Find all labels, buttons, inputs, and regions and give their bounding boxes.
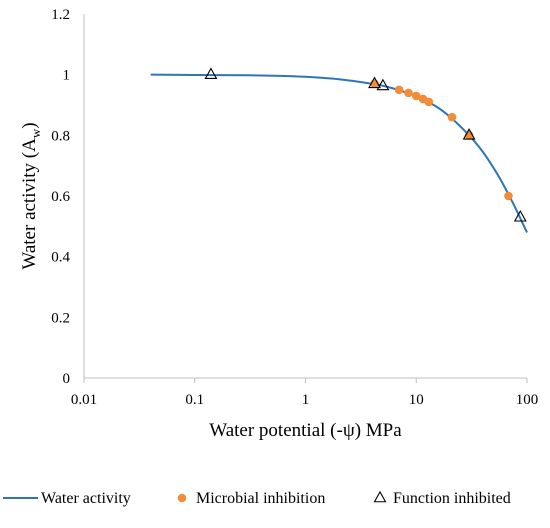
point-microbial-inhibition (394, 85, 404, 95)
y-tick-label: 0 (63, 371, 71, 387)
legend: Water activity Microbial inhibition Func… (3, 490, 511, 507)
point-function-inhibited (376, 78, 390, 91)
y-tick-label: 1.2 (51, 7, 70, 23)
x-axis-title: Water potential (-ψ) MPa (209, 420, 402, 441)
point-microbial-inhibition (424, 97, 434, 107)
tick-labels: 0.01 0.1 1 10 100 0 0.2 0.4 0.6 0.8 1 1.2 (51, 7, 538, 408)
legend-label-microbial-inhibition: Microbial inhibition (196, 490, 325, 507)
point-function-inhibited (513, 209, 527, 222)
point-microbial-inhibition (504, 191, 513, 201)
marker-layer (204, 67, 527, 222)
line-layer (150, 73, 528, 233)
point-microbial-inhibition (411, 91, 421, 101)
x-tick-label: 1 (302, 392, 310, 408)
y-tick-label: 0.6 (51, 189, 70, 205)
legend-label-function-inhibited: Function inhibited (393, 490, 511, 507)
y-tick-label: 0.8 (51, 128, 70, 144)
point-function-inhibited (462, 128, 476, 140)
series-line-water-activity (150, 73, 528, 233)
point-function-inhibited (204, 67, 218, 79)
y-tick-label: 0.4 (51, 250, 70, 266)
point-microbial-inhibition (404, 88, 413, 98)
axes-layer (83, 14, 528, 383)
legend-swatch-microbial-inhibition (177, 493, 187, 503)
y-axis-title-main: Water activity (A (19, 138, 40, 270)
x-tick-label: 0.1 (185, 392, 204, 408)
x-tick-label: 10 (409, 392, 424, 408)
x-tick-label: 0.01 (71, 392, 97, 408)
y-axis-title: Water activity (Aw) (19, 122, 43, 269)
legend-swatch-function-inhibited (373, 490, 387, 503)
legend-label-water-activity: Water activity (41, 490, 131, 507)
y-tick-label: 1 (63, 68, 71, 84)
y-axis-title-tail: ) (19, 122, 40, 128)
point-function-inhibited (368, 76, 381, 89)
x-tick-label: 100 (516, 392, 539, 408)
y-tick-label: 0.2 (51, 310, 70, 326)
point-microbial-inhibition (447, 112, 457, 122)
y-axis-title-subscript: w (28, 128, 43, 138)
